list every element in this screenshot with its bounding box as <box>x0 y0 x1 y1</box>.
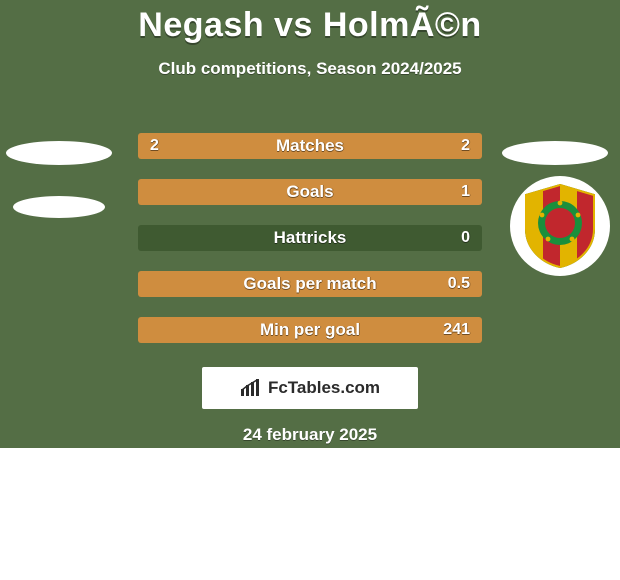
source-badge-text: FcTables.com <box>268 378 380 398</box>
stat-label: Goals <box>286 182 333 202</box>
comparison-card: Negash vs HolmÃ©n Club competitions, Sea… <box>0 0 620 445</box>
stat-bar: Goals 1 <box>138 179 482 205</box>
stat-value-right: 2 <box>461 137 470 155</box>
card-content: Negash vs HolmÃ©n Club competitions, Sea… <box>0 6 620 445</box>
stat-label: Matches <box>276 136 344 156</box>
left-player-avatar <box>4 130 114 176</box>
stat-value-right: 1 <box>461 183 470 201</box>
stat-value-right: 0.5 <box>448 275 470 293</box>
stat-bar: Goals per match 0.5 <box>138 271 482 297</box>
stat-value-right: 0 <box>461 229 470 247</box>
page-title: Negash vs HolmÃ©n <box>0 6 620 45</box>
ellipse-placeholder-icon <box>13 196 105 218</box>
stat-bar: Min per goal 241 <box>138 317 482 343</box>
stat-value-right: 241 <box>443 321 470 339</box>
footer-date: 24 february 2025 <box>0 425 620 445</box>
stat-row: Min per goal 241 <box>0 307 620 353</box>
stat-label: Hattricks <box>274 228 347 248</box>
left-club-avatar <box>4 184 114 230</box>
stat-label: Goals per match <box>243 274 376 294</box>
source-badge: FcTables.com <box>202 367 418 409</box>
ellipse-placeholder-icon <box>6 141 112 165</box>
stat-label: Min per goal <box>260 320 360 340</box>
shield-icon <box>522 183 598 269</box>
stat-value-left: 2 <box>150 137 159 155</box>
stat-bar: Matches 2 2 <box>138 133 482 159</box>
right-player-avatar <box>500 130 610 176</box>
right-club-badge <box>510 176 610 276</box>
bar-chart-icon <box>240 379 262 397</box>
page-subtitle: Club competitions, Season 2024/2025 <box>0 59 620 79</box>
ellipse-placeholder-icon <box>502 141 608 165</box>
stat-bar: Hattricks 0 <box>138 225 482 251</box>
